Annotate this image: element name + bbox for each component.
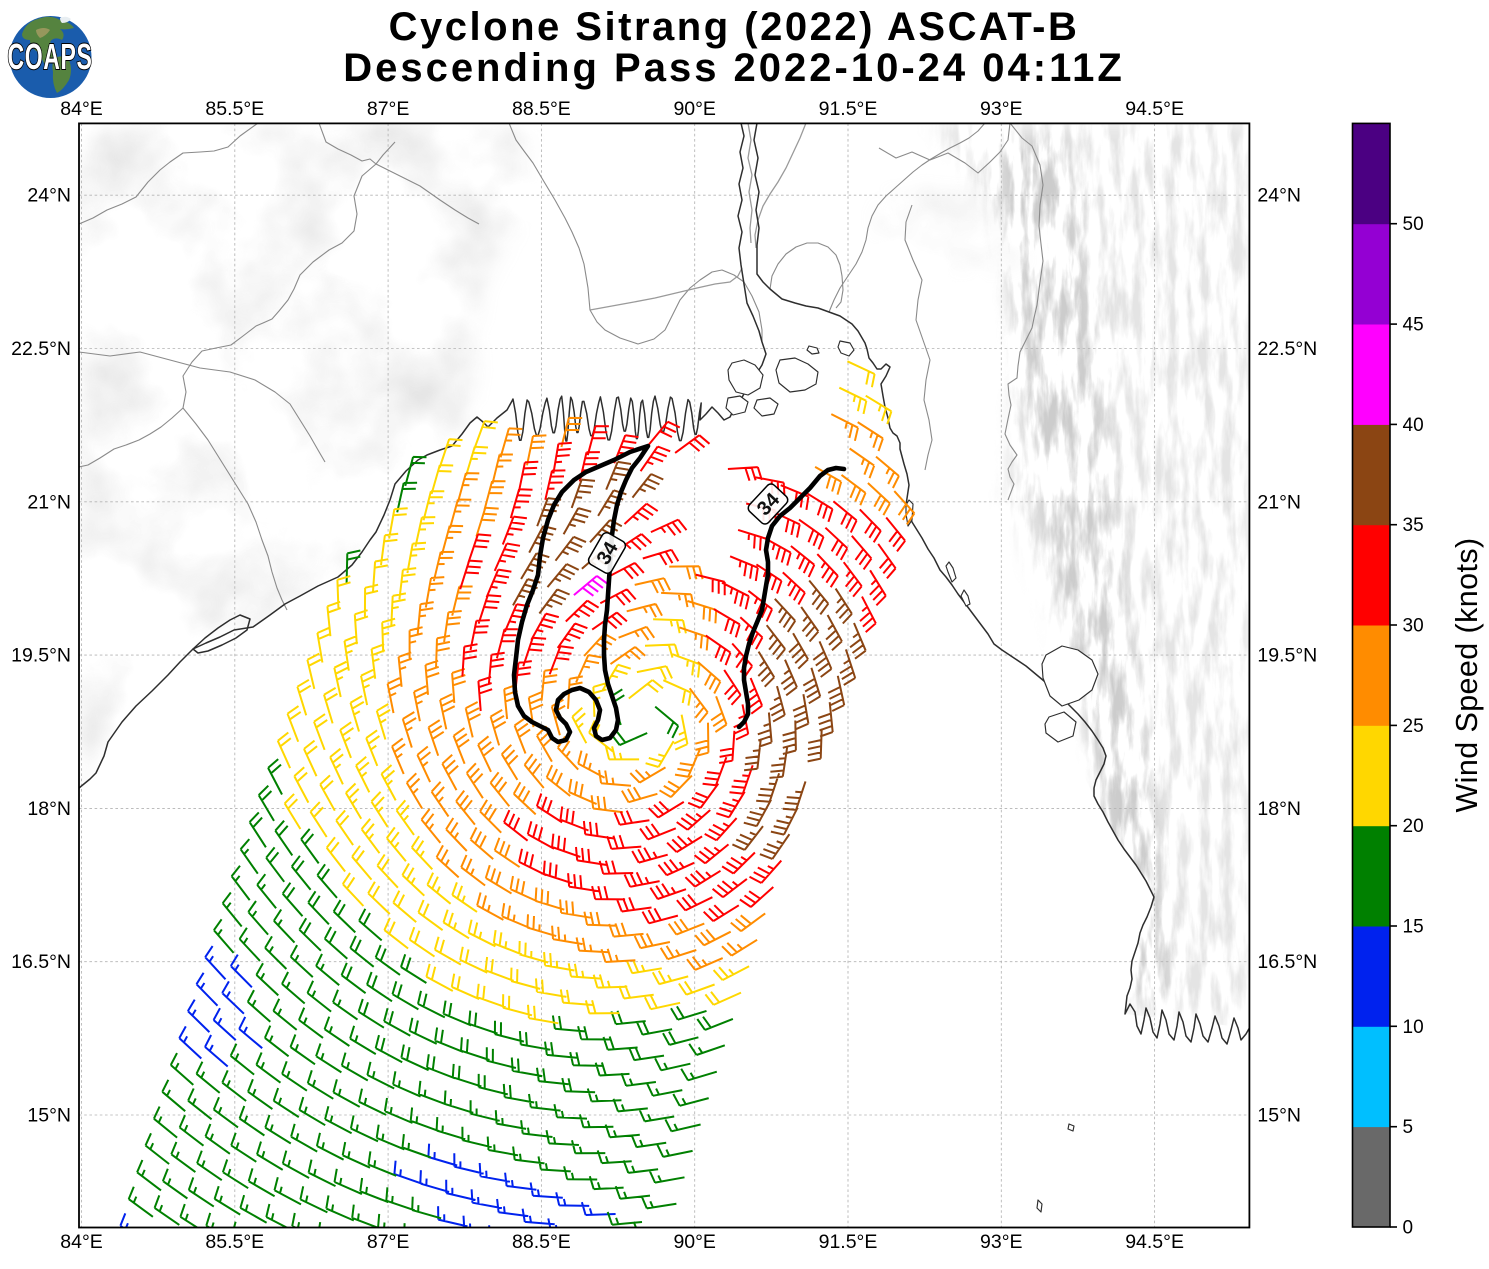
svg-text:18°N: 18°N — [27, 798, 71, 820]
svg-text:87°E: 87°E — [367, 1231, 410, 1253]
svg-text:90°E: 90°E — [673, 1231, 716, 1253]
svg-text:22.5°N: 22.5°N — [1257, 338, 1317, 360]
svg-text:15°N: 15°N — [27, 1105, 71, 1127]
svg-text:40: 40 — [1403, 415, 1424, 436]
svg-text:84°E: 84°E — [60, 98, 103, 120]
svg-text:35: 35 — [1403, 515, 1424, 536]
svg-text:20: 20 — [1403, 816, 1424, 837]
svg-text:COAPS: COAPS — [7, 38, 92, 77]
svg-text:88.5°E: 88.5°E — [512, 98, 571, 120]
svg-text:19.5°N: 19.5°N — [11, 645, 71, 667]
svg-text:25: 25 — [1403, 716, 1424, 737]
svg-text:90°E: 90°E — [673, 98, 716, 120]
svg-text:85.5°E: 85.5°E — [205, 1231, 264, 1253]
svg-text:Descending Pass 2022-10-24 04:: Descending Pass 2022-10-24 04:11Z — [343, 46, 1125, 90]
svg-text:5: 5 — [1403, 1117, 1414, 1138]
svg-text:91.5°E: 91.5°E — [819, 1231, 878, 1253]
svg-text:10: 10 — [1403, 1017, 1424, 1038]
svg-text:50: 50 — [1403, 214, 1424, 235]
svg-text:15°N: 15°N — [1257, 1105, 1301, 1127]
svg-text:Cyclone Sitrang (2022) ASCAT-B: Cyclone Sitrang (2022) ASCAT-B — [389, 5, 1080, 49]
svg-text:16.5°N: 16.5°N — [11, 951, 71, 973]
svg-text:19.5°N: 19.5°N — [1257, 645, 1317, 667]
svg-text:94.5°E: 94.5°E — [1125, 98, 1184, 120]
svg-text:24°N: 24°N — [1257, 185, 1301, 207]
svg-text:15: 15 — [1403, 917, 1424, 938]
svg-text:30: 30 — [1403, 616, 1424, 637]
svg-text:94.5°E: 94.5°E — [1125, 1231, 1184, 1253]
svg-text:85.5°E: 85.5°E — [205, 98, 264, 120]
svg-text:88.5°E: 88.5°E — [512, 1231, 571, 1253]
svg-text:24°N: 24°N — [27, 185, 71, 207]
svg-text:21°N: 21°N — [27, 491, 71, 513]
svg-text:22.5°N: 22.5°N — [11, 338, 71, 360]
svg-text:84°E: 84°E — [60, 1231, 103, 1253]
svg-text:Wind Speed (knots): Wind Speed (knots) — [1450, 537, 1484, 812]
svg-text:21°N: 21°N — [1257, 491, 1301, 513]
svg-text:87°E: 87°E — [367, 98, 410, 120]
svg-text:91.5°E: 91.5°E — [819, 98, 878, 120]
svg-text:16.5°N: 16.5°N — [1257, 951, 1317, 973]
svg-text:93°E: 93°E — [980, 98, 1023, 120]
svg-text:45: 45 — [1403, 315, 1424, 336]
svg-text:0: 0 — [1403, 1218, 1414, 1239]
svg-text:18°N: 18°N — [1257, 798, 1301, 820]
svg-text:93°E: 93°E — [980, 1231, 1023, 1253]
